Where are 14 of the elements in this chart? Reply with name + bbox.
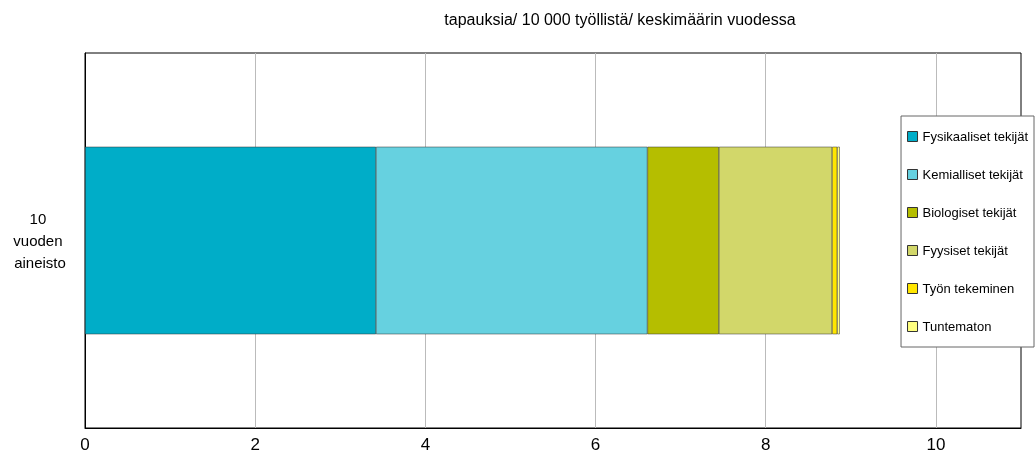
legend-label: Tuntematon (922, 319, 992, 334)
x-tick-label: 4 (420, 435, 431, 454)
chart-title: tapauksia/ 10 000 työllistä/ keskimäärin vuodessa (444, 10, 796, 28)
x-tick-label: 10 (926, 435, 946, 454)
x-tick-label: 6 (590, 435, 601, 454)
x-tick-label: 8 (760, 435, 771, 454)
legend-label: Fyysiset tekijät (922, 243, 1009, 258)
x-tick-label: 2 (250, 435, 260, 454)
legend-label: Fysikaaliset tekijät (922, 129, 1029, 144)
legend-label: Kemialliset tekijät (922, 167, 1024, 182)
legend-label: Biologiset tekijät (922, 205, 1017, 220)
legend-label: Työn tekeminen (922, 281, 1015, 296)
x-tick-label: 0 (80, 435, 90, 454)
y-tick-label: 10 vuoden aineisto (13, 210, 67, 271)
